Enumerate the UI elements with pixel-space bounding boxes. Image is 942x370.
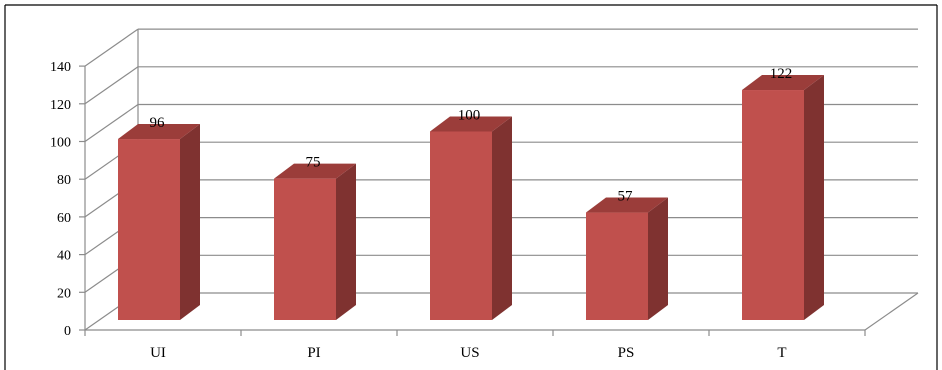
bar-front (274, 178, 336, 320)
bar-side (336, 163, 356, 320)
bar-side (180, 124, 200, 320)
y-tick-label: 80 (57, 173, 71, 188)
y-axis: 0 20 40 60 80 100 120 140 (50, 60, 85, 339)
y-tick-label: 120 (50, 98, 71, 113)
y-tick-label: 60 (57, 211, 71, 226)
y-tick-label: 40 (57, 249, 71, 264)
bar (586, 197, 668, 320)
gridline-depth (84, 104, 139, 142)
bar-top (430, 116, 512, 132)
x-tick-label: PS (618, 345, 635, 361)
bar-front (742, 90, 804, 320)
gridline-depth (84, 66, 139, 105)
data-label: 75 (306, 155, 321, 171)
x-tick-label: US (460, 345, 479, 361)
bar-top (742, 75, 824, 91)
floor-right-edge (864, 292, 919, 331)
data-label: 100 (458, 108, 481, 124)
bar-top (586, 197, 668, 213)
y-tick-label: 100 (50, 136, 71, 151)
x-tick-label: UI (150, 345, 166, 361)
bar-front (586, 212, 648, 320)
bar-top (274, 163, 356, 179)
data-label: 57 (618, 189, 634, 205)
x-tick-label: T (777, 345, 786, 361)
x-tick-label: PI (307, 345, 320, 361)
bar-side (804, 75, 824, 320)
data-label: 122 (770, 66, 793, 82)
bar (742, 75, 824, 320)
y-tick-label: 0 (64, 324, 71, 339)
bar-top (118, 124, 200, 140)
y-tick-label: 20 (57, 286, 71, 301)
x-axis: UI PI US PS T (84, 330, 866, 361)
bar (430, 116, 512, 320)
data-label: 96 (150, 115, 166, 131)
bar-side (648, 197, 668, 320)
bar-front (118, 139, 180, 320)
bar (118, 124, 200, 320)
data-labels: 96 75 100 57 122 (150, 66, 793, 205)
bar-side (492, 116, 512, 320)
y-tick-label: 140 (50, 60, 71, 75)
bar (274, 163, 356, 320)
chart-frame (4, 4, 938, 370)
bars (118, 75, 824, 320)
gridline-depth (84, 28, 139, 67)
bar-front (430, 131, 492, 320)
